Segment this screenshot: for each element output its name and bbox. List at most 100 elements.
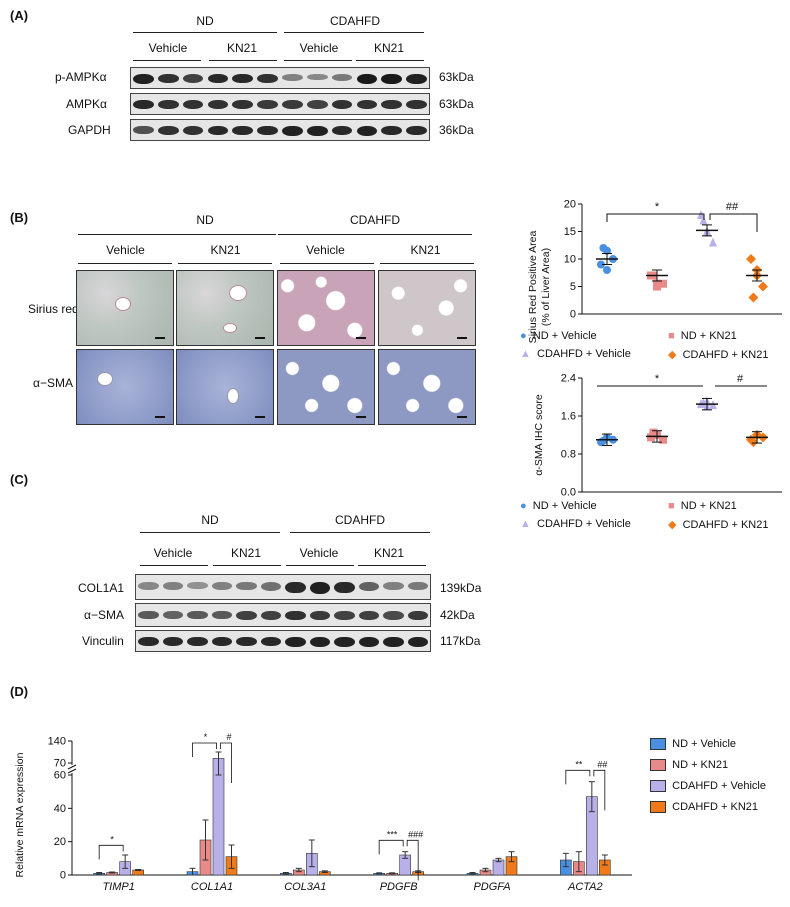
a-kda-1: 63kDa: [439, 97, 474, 111]
blot-band: [358, 610, 379, 620]
y-tick-label: 15: [564, 226, 576, 238]
legend-d-cdahfd-vehicle: CDAHFD + Vehicle: [650, 780, 766, 793]
sig-bracket: [593, 769, 606, 811]
blot-ampk: [130, 93, 430, 115]
blot-band: [406, 100, 427, 109]
blot-band: [211, 582, 232, 590]
blot-band: [407, 610, 428, 621]
legend-1: ● ND + Vehicle ■ ND + KN21 ▲ CDAHFD + Ve…: [520, 330, 785, 366]
chart-sma-ihc: α-SMA IHC score 0.0 0.8 1.6 2.4 * #: [533, 373, 782, 499]
blot-band: [407, 582, 428, 591]
blot-band: [157, 126, 179, 135]
blot-band: [162, 582, 183, 590]
blot-band: [383, 637, 404, 647]
c-vehicle-1: Vehicle: [153, 546, 193, 560]
axis-break: [67, 764, 77, 770]
blot-band: [309, 637, 330, 647]
blot-band: [285, 610, 306, 621]
y-tick-label: 60: [54, 770, 66, 782]
legend1-cdahfd-vehicle: ▲ CDAHFD + Vehicle: [520, 348, 631, 360]
blot-band: [260, 610, 281, 620]
y-tick-label: 2.4: [561, 373, 576, 385]
blot-band: [182, 100, 204, 109]
axis-break: [67, 768, 77, 774]
panel-d-label: (D): [10, 684, 29, 699]
blot-band: [331, 100, 353, 109]
blot-band: [257, 100, 278, 109]
blot-band: [133, 126, 154, 134]
blot-band: [236, 582, 257, 591]
data-point: [748, 292, 759, 303]
data-point: [659, 435, 667, 444]
sig-mark: *: [655, 201, 660, 213]
data-point: [653, 279, 661, 288]
a-kda-0: 63kDa: [439, 70, 474, 84]
sig-bracket: [406, 839, 419, 881]
blot-band: [207, 74, 229, 84]
sig-bracket: [98, 844, 124, 860]
legend1-nd-kn21: ■ ND + KN21: [668, 330, 737, 342]
blot-band: [306, 74, 328, 81]
sig-bracket: [606, 213, 705, 222]
sig-mark: *: [655, 373, 660, 385]
data-point: [603, 266, 611, 274]
data-point: [758, 281, 768, 292]
blot-band: [285, 582, 306, 594]
c-kn21-2: KN21: [373, 546, 405, 560]
sig-mark: *: [204, 732, 208, 742]
legend1-cdahfd-kn21: ◆ CDAHFD + KN21: [668, 349, 769, 361]
b-kn21-2: KN21: [410, 243, 441, 257]
b-vehicle-2: Vehicle: [306, 243, 345, 257]
blot-band: [138, 637, 159, 647]
a-row-label-0: p-AMPKα: [55, 70, 107, 84]
blot-band: [407, 637, 428, 647]
x-tick-label: PDGFB: [380, 881, 418, 893]
blot-band: [358, 582, 379, 592]
blot-band: [285, 637, 306, 647]
micrograph-sirius-cdahfd-kn21: [378, 270, 476, 346]
blot-band: [334, 637, 355, 647]
x-tick-label: ACTA2: [567, 881, 603, 893]
blot-band: [381, 100, 403, 109]
blot-band: [138, 582, 159, 590]
sig-mark: ***: [387, 829, 398, 839]
blot-band: [381, 126, 403, 136]
blot-band: [331, 126, 353, 136]
blot-band: [306, 100, 328, 109]
blot-band: [232, 74, 254, 84]
y-tick-label: 20: [564, 199, 576, 211]
blot-band: [306, 126, 328, 136]
blot-band: [211, 637, 232, 647]
blot-band: [260, 582, 281, 591]
blot-band: [356, 100, 378, 109]
micrograph-sirius-nd-vehicle: [76, 270, 174, 346]
micrograph-sma-cdahfd-kn21: [378, 349, 476, 425]
blot-band: [334, 610, 355, 620]
sig-bracket: [220, 742, 232, 783]
b-cdahfd-label: CDAHFD: [350, 213, 400, 227]
legend-d-nd-kn21: ND + KN21: [650, 759, 728, 772]
c-row-label-1: α−SMA: [84, 608, 124, 622]
legend2-cdahfd-vehicle: ▲ CDAHFD + Vehicle: [520, 518, 631, 530]
blot-band: [257, 74, 278, 83]
data-point: [699, 215, 708, 225]
blot-band: [211, 610, 232, 620]
sig-bracket: [565, 769, 591, 785]
y-tick-label: 40: [54, 803, 66, 815]
blot-col1a1: [135, 574, 431, 600]
s1-ylabel-line2: (% of Liver Area): [540, 248, 552, 326]
data-point: [603, 246, 611, 255]
x-tick-label: COL1A1: [191, 881, 233, 893]
blot-band: [406, 74, 427, 84]
legend2-cdahfd-kn21: ◆ CDAHFD + KN21: [668, 519, 769, 531]
blot-band: [207, 126, 229, 136]
blot-band: [138, 610, 159, 620]
blot-band: [207, 100, 229, 109]
y-tick-label: 0: [60, 870, 66, 882]
blot-band: [331, 74, 353, 81]
y-tick-label: 140: [48, 736, 66, 748]
blot-band: [381, 74, 403, 84]
micrograph-sma-nd-kn21: [176, 349, 274, 425]
blot-band: [133, 100, 154, 110]
